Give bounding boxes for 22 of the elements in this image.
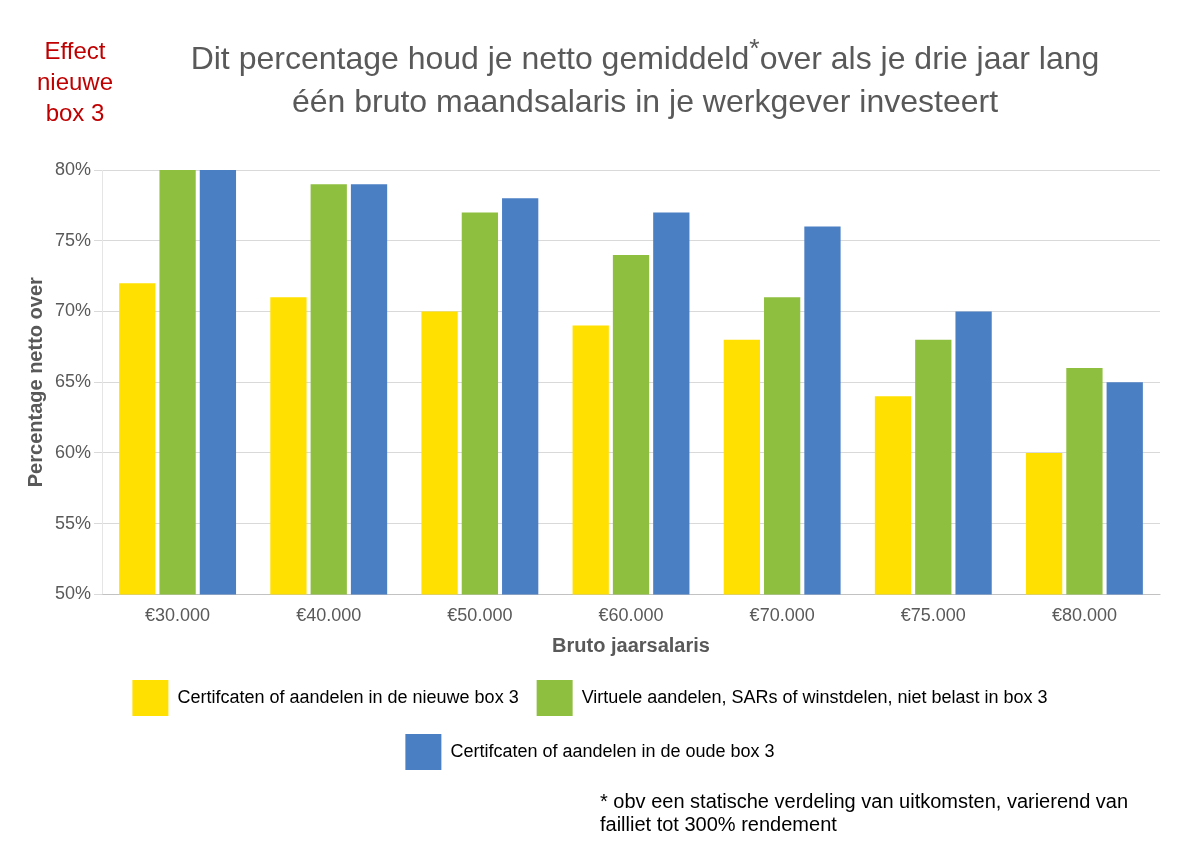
y-tick-label: 80% [55, 158, 92, 179]
x-tick-label: €30.000 [145, 605, 211, 626]
text: * obv een statische verdeling van uitkomsten, varierend van failliet tot 300% rendement [600, 790, 1130, 836]
y-axis-title: Percentage netto over [23, 276, 46, 488]
legend-label: Virtuele aandelen, SARs of winstdelen, niet belast in box 3 [581, 686, 1048, 707]
y-tick-label: 60% [55, 441, 92, 462]
x-tick-label: €80.000 [1051, 605, 1117, 626]
x-axis-title: Bruto jaarsalaris [552, 633, 710, 656]
y-tick-label: 75% [55, 229, 92, 250]
text: Effect nieuwe box 3 [35, 36, 115, 129]
y-tick-label: 70% [55, 300, 92, 321]
chart-title: Dit percentage houd je netto gemiddeld$^{*}$over als je drie jaar lang één bruto maandsalaris in je werkgever investeert [189, 32, 1101, 121]
x-tick-label: €40.000 [296, 605, 362, 626]
x-tick-label: €60.000 [598, 605, 664, 626]
y-tick-label: 65% [55, 371, 92, 392]
legend-label: Certifcaten of aandelen in de nieuwe box 3 [177, 686, 519, 707]
y-tick-label: 55% [55, 512, 92, 533]
x-tick-label: €70.000 [749, 605, 815, 626]
x-tick-label: €75.000 [900, 605, 966, 626]
legend-label: Certifcaten of aandelen in de oude box 3 [450, 740, 775, 761]
y-tick-label: 50% [55, 583, 92, 604]
x-tick-label: €50.000 [447, 605, 513, 626]
